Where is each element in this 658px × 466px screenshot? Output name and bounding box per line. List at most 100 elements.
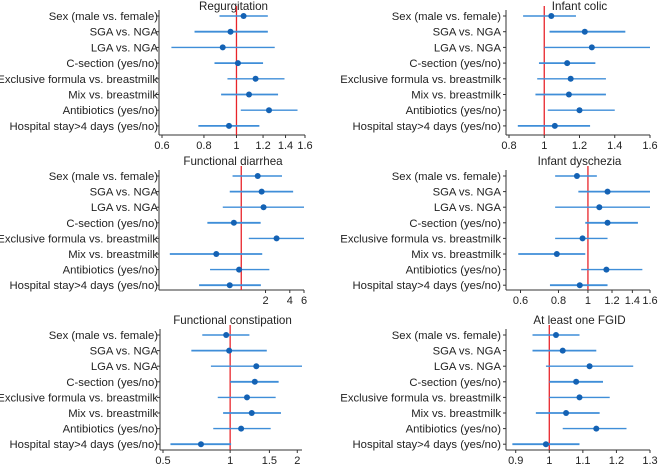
x-tick-label: 1.2 (604, 295, 619, 307)
row-label: Antibiotics (yes/no) (406, 105, 502, 117)
point-estimate (596, 204, 603, 211)
point-estimate (246, 91, 253, 98)
point-estimate (227, 28, 234, 35)
x-tick-label: 1.2 (255, 140, 270, 152)
point-estimate (581, 28, 588, 35)
point-estimate (252, 75, 259, 82)
x-tick-label: 1.5 (262, 455, 277, 466)
point-estimate (226, 282, 233, 289)
panel-title: Infant dyschezia (538, 155, 622, 168)
x-tick-label: 1.3 (642, 455, 657, 466)
row-label: LGA vs. NGA (91, 202, 159, 214)
row-label: Hospital stay>4 days (yes/no) (10, 439, 159, 451)
point-estimate (226, 347, 233, 354)
row-label: Exclusive formula vs. breastmilk (340, 233, 501, 245)
row-label: Mix vs. breastmilk (68, 249, 158, 261)
x-tick-label: 2 (294, 455, 300, 466)
x-tick-label: 0.6 (513, 295, 528, 307)
x-tick-label: 2 (262, 295, 268, 307)
point-estimate (604, 188, 611, 195)
row-label: SGA vs. NGA (433, 187, 502, 199)
row-label: LGA vs. NGA (434, 42, 502, 54)
panel-title: Infant colic (552, 0, 608, 13)
x-tick-label: 1 (227, 455, 233, 466)
row-label: Hospital stay>4 days (yes/no) (10, 280, 159, 292)
point-estimate (254, 173, 261, 179)
point-estimate (553, 332, 559, 338)
row-label: Hospital stay>4 days (yes/no) (353, 280, 502, 292)
x-tick-label: 0.6 (154, 140, 169, 152)
x-tick-label: 4 (287, 295, 293, 307)
point-estimate (197, 441, 204, 448)
point-estimate (225, 122, 232, 129)
x-tick-label: 1.1 (575, 455, 590, 466)
row-label: Antibiotics (yes/no) (63, 424, 159, 436)
x-tick-label: 1.6 (297, 140, 312, 152)
point-estimate (567, 75, 574, 82)
point-estimate (542, 441, 549, 448)
row-label: Mix vs. breastmilk (411, 249, 501, 261)
row-label: SGA vs. NGA (90, 187, 159, 199)
forest-panel-0: Regurgitation 0.6 0.8 1 1.2 1.4 1.6 Sex (male v… (0, 0, 313, 152)
point-estimate (586, 363, 593, 370)
row-label: LGA vs. NGA (91, 361, 159, 373)
x-tick-label: 1 (541, 140, 547, 152)
panel-title: Functional constipation (173, 314, 292, 327)
x-tick-label: 1.4 (278, 140, 293, 152)
point-estimate (576, 282, 583, 289)
row-label: Exclusive formula vs. breastmilk (340, 74, 501, 86)
row-label: C-section (yes/no) (66, 377, 158, 389)
point-estimate (223, 332, 230, 338)
row-label: Exclusive formula vs. breastmilk (340, 392, 501, 404)
row-label: SGA vs. NGA (433, 27, 502, 39)
row-label: LGA vs. NGA (434, 202, 502, 214)
x-tick-label: 1.2 (609, 455, 624, 466)
point-estimate (588, 44, 595, 51)
row-label: Sex (male vs. female) (392, 11, 501, 23)
forest-panel-2: Functional diarrhea 2 4 6 Sex (male vs. fema… (0, 155, 307, 307)
row-label: Mix vs. breastmilk (68, 90, 158, 102)
panel-title: Regurgitation (199, 0, 268, 13)
row-label: SGA vs. NGA (433, 346, 502, 358)
point-estimate (564, 60, 571, 67)
point-estimate (565, 91, 572, 98)
row-label: Antibiotics (yes/no) (63, 265, 159, 277)
x-tick-label: 0.5 (155, 455, 170, 466)
point-estimate (553, 251, 560, 257)
point-estimate (238, 425, 245, 432)
x-tick-label: 1.4 (607, 140, 622, 152)
row-label: SGA vs. NGA (90, 27, 159, 39)
point-estimate (213, 251, 220, 257)
forest-panel-5: At least one FGID 0.9 1 1.1 1.2 1.3 Sex (male … (340, 314, 657, 466)
row-label: C-section (yes/no) (66, 58, 158, 70)
row-label: SGA vs. NGA (90, 346, 159, 358)
x-tick-label: 1 (585, 295, 591, 307)
row-label: C-section (yes/no) (409, 218, 501, 230)
row-label: Sex (male vs. female) (392, 171, 501, 183)
row-label: Sex (male vs. female) (49, 171, 158, 183)
row-label: Mix vs. breastmilk (411, 90, 501, 102)
forest-panel-3: Infant dyschezia 0.6 0.8 1 1.2 1.4 1.6 Sex (mal… (340, 155, 657, 307)
point-estimate (258, 188, 265, 195)
row-label: Mix vs. breastmilk (411, 408, 501, 420)
row-label: Antibiotics (yes/no) (406, 424, 502, 436)
row-label: Sex (male vs. female) (49, 11, 158, 23)
point-estimate (251, 378, 258, 385)
row-label: C-section (yes/no) (409, 58, 501, 70)
x-tick-label: 1.6 (642, 140, 657, 152)
x-tick-label: 1.4 (625, 295, 640, 307)
point-estimate (243, 394, 250, 401)
row-label: Hospital stay>4 days (yes/no) (353, 121, 502, 133)
point-estimate (573, 173, 580, 179)
point-estimate (273, 235, 280, 242)
point-estimate (219, 44, 226, 51)
row-label: Mix vs. breastmilk (68, 408, 158, 420)
row-label: Sex (male vs. female) (392, 330, 501, 342)
point-estimate (248, 410, 255, 416)
point-estimate (559, 347, 566, 354)
point-estimate (563, 410, 570, 416)
row-label: Exclusive formula vs. breastmilk (0, 74, 158, 86)
point-estimate (260, 204, 267, 211)
point-estimate (230, 219, 237, 226)
